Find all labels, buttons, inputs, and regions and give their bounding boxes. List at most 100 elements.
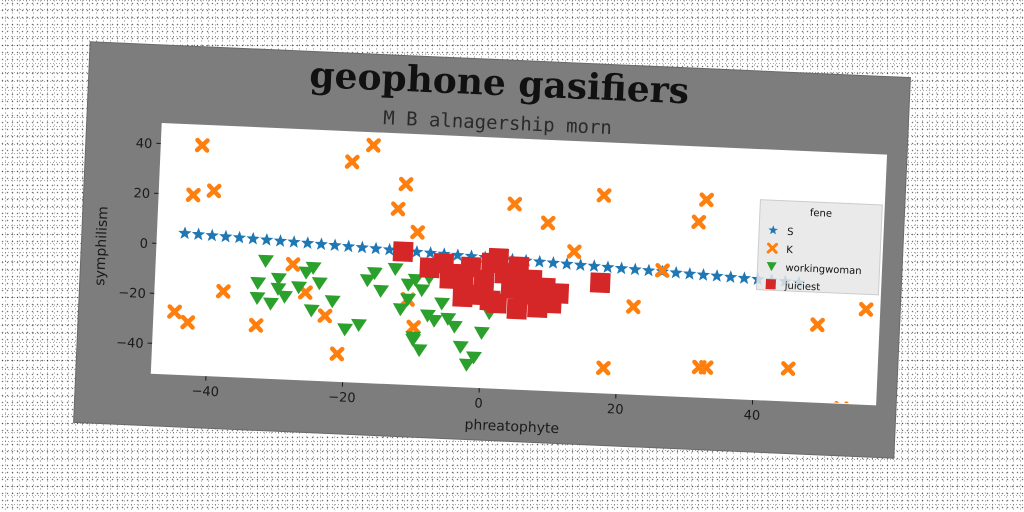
data-point-s (287, 235, 301, 248)
data-point-workingwoman (249, 291, 266, 306)
data-point-k (297, 284, 313, 300)
data-point-workingwoman (311, 277, 328, 291)
data-point-k (180, 314, 196, 330)
data-point-k (167, 304, 182, 320)
data-point-k (390, 201, 406, 217)
data-point-s (737, 271, 751, 285)
data-point-workingwoman (387, 262, 404, 277)
data-point-workingwoman (400, 278, 417, 292)
data-point-k (780, 361, 796, 376)
data-point-s (232, 230, 247, 244)
data-point-s (451, 248, 465, 262)
data-point-juiciest (488, 247, 510, 269)
data-point-s (342, 239, 356, 253)
data-point-workingwoman (473, 326, 490, 340)
data-point-k (410, 224, 426, 240)
data-point-workingwoman (452, 340, 469, 354)
data-point-workingwoman (262, 297, 279, 311)
data-point-workingwoman (270, 282, 287, 296)
y-axis-label: symphilism (92, 206, 111, 286)
data-point-workingwoman (466, 351, 483, 365)
data-point-workingwoman (414, 284, 431, 298)
data-point-k (215, 283, 231, 299)
data-point-k (344, 154, 360, 170)
data-point-workingwoman (250, 276, 267, 291)
legend-title: fene (810, 208, 833, 220)
data-point-juiciest (534, 284, 556, 306)
x-axis-label: phreatophyte (464, 417, 559, 437)
data-point-s (546, 255, 560, 269)
data-point-s (205, 228, 219, 242)
data-point-s (601, 260, 615, 274)
plot-markers (167, 137, 874, 430)
data-point-k (654, 262, 670, 278)
data-point-juiciest (589, 272, 611, 294)
data-point-workingwoman (373, 284, 390, 298)
data-point-k (507, 196, 523, 212)
data-point-s (328, 238, 342, 252)
data-point-workingwoman (359, 274, 376, 288)
data-point-k (248, 317, 264, 333)
data-point-s (724, 270, 738, 284)
data-point-s (191, 227, 206, 241)
data-point-s (273, 234, 288, 247)
data-point-s (560, 257, 574, 270)
legend-label-k: K (786, 245, 793, 256)
y-tick-label: 40 (135, 136, 152, 152)
data-point-k (185, 187, 201, 203)
data-point-workingwoman (405, 331, 422, 345)
y-tick-label: 0 (139, 237, 148, 252)
legend-label-workingwoman: workingwoman (785, 263, 862, 277)
data-point-k (329, 346, 345, 362)
data-point-s (246, 231, 260, 245)
chart-figure: geophone gasifiers M B alnagership morn … (74, 42, 910, 458)
data-point-k (625, 299, 641, 315)
data-point-k (194, 137, 210, 153)
legend-box (756, 199, 883, 296)
data-point-workingwoman (291, 281, 308, 295)
data-point-s (533, 254, 547, 268)
data-point-k (595, 360, 611, 376)
data-point-k (317, 308, 333, 324)
data-point-workingwoman (258, 254, 274, 268)
x-tick-label: 0 (474, 396, 483, 411)
data-point-workingwoman (434, 297, 451, 311)
data-point-k (206, 183, 222, 199)
x-tick-label: 20 (607, 402, 624, 418)
data-point-workingwoman (411, 343, 428, 358)
data-point-k (366, 137, 381, 153)
data-point-workingwoman (400, 293, 417, 307)
data-point-k (833, 400, 849, 405)
data-point-workingwoman (276, 290, 293, 304)
y-tick-label: 20 (133, 186, 150, 202)
data-point-s (369, 241, 383, 255)
data-point-juiciest (452, 286, 474, 308)
data-point-k (285, 256, 301, 272)
data-point-workingwoman (337, 323, 354, 337)
data-point-k (566, 244, 582, 260)
data-point-s (573, 258, 588, 271)
data-point-workingwoman (392, 303, 409, 317)
data-point-s (423, 246, 438, 259)
data-point-s (696, 268, 710, 281)
data-point-k (810, 317, 825, 333)
data-point-k (858, 301, 874, 317)
data-point-s (178, 226, 192, 240)
legend-marker-s (768, 225, 778, 235)
data-point-k (450, 391, 466, 405)
data-point-k (691, 214, 707, 230)
data-point-k (532, 395, 548, 405)
data-point-s (628, 262, 642, 276)
data-point-s (314, 237, 328, 251)
x-tick-label: −20 (328, 390, 356, 406)
data-point-juiciest (514, 274, 536, 295)
data-point-juiciest (439, 268, 461, 290)
data-point-s (410, 245, 424, 258)
data-point-k (774, 420, 784, 430)
data-point-s (355, 240, 369, 254)
data-point-juiciest (508, 256, 530, 278)
data-point-s (382, 242, 397, 256)
data-point-workingwoman (303, 304, 320, 318)
data-point-juiciest (392, 241, 414, 263)
data-point-workingwoman (324, 295, 341, 309)
